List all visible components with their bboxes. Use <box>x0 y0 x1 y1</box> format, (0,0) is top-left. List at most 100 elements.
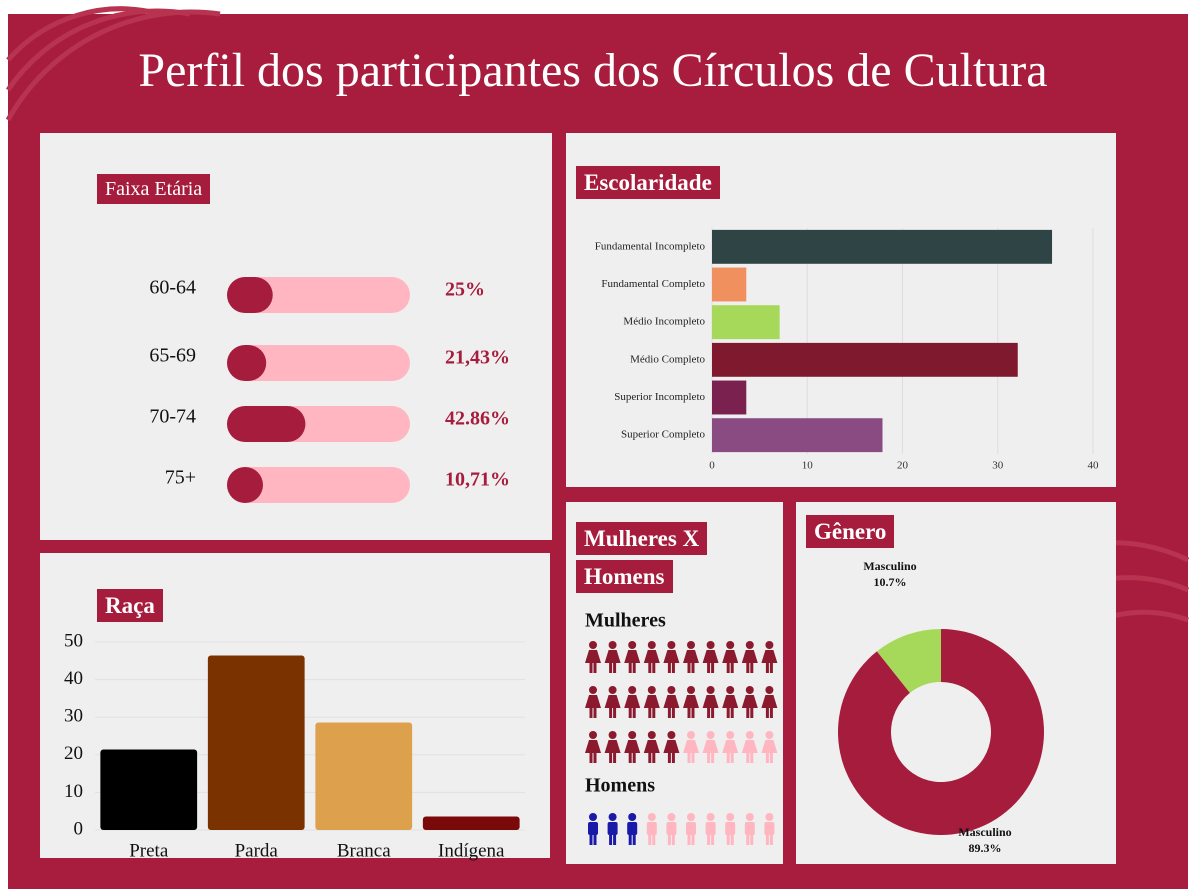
icon-leg <box>765 663 769 673</box>
icon-head <box>647 641 656 649</box>
icon-head <box>706 731 715 739</box>
x-tick-label: Preta <box>129 840 169 861</box>
icon-head <box>687 731 695 739</box>
icon-head <box>687 813 695 821</box>
icon-head <box>647 731 656 739</box>
icon-set <box>683 731 778 763</box>
x-tick-label: Parda <box>235 840 279 861</box>
y-tick-label: 40 <box>64 668 83 689</box>
progress-bar <box>227 467 263 503</box>
icon-leg <box>667 753 671 763</box>
y-tick-label: 50 <box>64 630 83 651</box>
icon-leg <box>730 708 734 718</box>
icon-leg <box>687 663 691 673</box>
icon-head <box>667 731 676 739</box>
icon-leg <box>730 835 734 845</box>
icon-leg <box>671 663 675 673</box>
track <box>227 277 410 313</box>
icon-head <box>706 813 715 821</box>
icon-body <box>624 740 641 753</box>
icon-leg <box>711 835 715 845</box>
panel-title: Raça <box>97 587 163 625</box>
icon-leg <box>711 753 715 763</box>
donut-slice <box>876 629 941 693</box>
icon-body <box>604 740 621 753</box>
icon-leg <box>589 835 593 845</box>
icon-head <box>667 813 676 821</box>
icon-head <box>589 813 597 821</box>
icon-head <box>608 641 617 649</box>
icon-body <box>585 740 601 753</box>
icon-leg <box>648 663 652 673</box>
icon-leg <box>632 708 636 718</box>
bar <box>712 229 1053 264</box>
icon-leg <box>613 753 617 763</box>
x-tick-label: Branca <box>337 840 391 861</box>
icon-leg <box>667 708 671 718</box>
panel-title: Escolaridade <box>576 164 720 202</box>
x-tick-label: 40 <box>1088 460 1100 472</box>
icon-leg <box>613 835 617 845</box>
icon-body <box>643 695 660 708</box>
icon-body <box>604 650 621 663</box>
icon-leg <box>648 708 652 718</box>
icon-head <box>745 813 754 821</box>
icon-head <box>589 686 597 694</box>
icon-head <box>687 641 695 649</box>
bar <box>207 655 305 830</box>
icon-leg <box>652 663 656 673</box>
icon-leg <box>648 753 652 763</box>
icon-head <box>745 686 754 694</box>
icon-leg <box>707 753 711 763</box>
icon-leg <box>769 835 773 845</box>
icon-leg <box>593 663 597 673</box>
icon-head <box>765 686 774 694</box>
icon-leg <box>593 708 597 718</box>
icon-leg <box>750 835 754 845</box>
icon-body <box>741 695 758 708</box>
icon-leg <box>687 835 691 845</box>
icon-leg <box>691 663 695 673</box>
icon-leg <box>671 835 675 845</box>
panel-title-text: Gênero <box>806 515 895 548</box>
icon-head <box>706 641 715 649</box>
y-tick-label: 10 <box>64 781 83 802</box>
icon-leg <box>746 663 750 673</box>
panel-title-text: Mulheres X Homens <box>576 522 708 593</box>
icon-leg <box>593 753 597 763</box>
y-tick-label: Médio Completo <box>630 353 705 365</box>
icon-leg <box>648 835 652 845</box>
icon-body <box>624 650 641 663</box>
icon-body <box>722 650 739 663</box>
value-label: 25% <box>445 279 485 301</box>
y-tick-label: 0 <box>74 818 84 839</box>
icon-head <box>687 686 695 694</box>
icon-body <box>624 695 641 708</box>
icon-body <box>686 822 696 835</box>
icon-leg <box>589 708 593 718</box>
panel-title: Faixa Etária <box>97 170 211 208</box>
progress-bar <box>227 406 306 442</box>
slice-label: Masculino <box>958 825 1011 839</box>
icon-head <box>647 813 656 821</box>
icon-body <box>741 650 758 663</box>
track <box>227 345 410 381</box>
icon-head <box>608 686 617 694</box>
icon-leg <box>707 708 711 718</box>
icon-leg <box>687 708 691 718</box>
icon-body <box>588 822 598 835</box>
icon-head <box>765 641 774 649</box>
bar <box>315 722 413 830</box>
icon-body <box>761 650 778 663</box>
icon-body <box>722 740 739 753</box>
icon-head <box>745 641 754 649</box>
icon-filled <box>588 813 638 845</box>
icon-set <box>646 813 775 845</box>
icon-leg <box>691 753 695 763</box>
icon-leg <box>632 663 636 673</box>
icon-body <box>666 822 677 835</box>
icon-leg <box>593 835 597 845</box>
y-tick-label: 30 <box>64 706 83 727</box>
